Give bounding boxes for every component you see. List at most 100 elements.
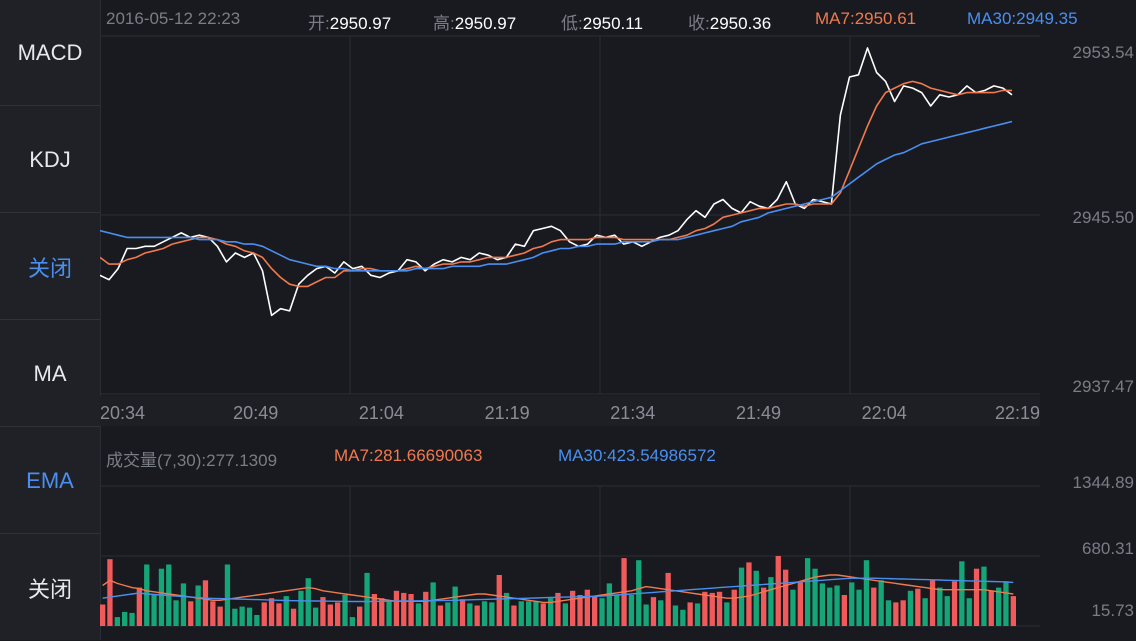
y-tick-label: 2937.47 (1073, 377, 1134, 396)
volume-bar (217, 606, 223, 626)
volume-bar (393, 590, 400, 626)
volume-bar (973, 568, 980, 626)
sidebar-item-macd[interactable]: MACD (0, 0, 100, 106)
x-tick-label: 21:04 (359, 403, 404, 423)
volume-ma30-line (102, 577, 1014, 603)
volume-bar (966, 598, 972, 626)
volume-bar (379, 598, 385, 626)
volume-bar (915, 588, 921, 626)
volume-bar (459, 599, 466, 626)
volume-bar (526, 601, 532, 626)
volume-bar (1010, 596, 1016, 626)
volume-bar (731, 589, 737, 626)
volume-label: 成交量(7,30):277.1309 (106, 451, 278, 470)
volume-bar (709, 592, 715, 626)
x-tick-label: 20:34 (100, 403, 145, 423)
sidebar-item-close-main[interactable]: 关闭 (0, 535, 100, 641)
volume-bar (878, 580, 884, 626)
volume-bar (841, 595, 847, 626)
sidebar-item-ema[interactable]: EMA (0, 428, 100, 534)
volume-bar (570, 590, 576, 626)
y-tick-label: 2945.50 (1073, 208, 1134, 227)
price-chart[interactable]: 2953.54 2945.50 2937.47 20:34 20:49 21:04 21:1… (100, 0, 1136, 430)
sidebar-item-close-sub[interactable]: 关闭 (0, 214, 100, 320)
volume-bar (562, 603, 568, 626)
volume-bar (716, 591, 723, 626)
volume-bar (761, 587, 767, 626)
volume-bar (907, 590, 914, 626)
volume-bar (224, 564, 231, 626)
low-value: 低:2950.11 (561, 14, 643, 33)
volume-bar (342, 595, 348, 626)
y-tick-label: 680.31 (1082, 539, 1134, 558)
volume-chart[interactable]: 1344.89 680.31 15.73 (100, 430, 1136, 640)
volume-bar (687, 602, 693, 626)
volume-bar (863, 560, 870, 626)
volume-bar (430, 582, 436, 626)
volume-bar (849, 582, 855, 626)
volume-bar (474, 605, 480, 626)
volume-bar (335, 602, 341, 626)
volume-bar (511, 605, 517, 626)
volume-ma30-value: MA30:423.54986572 (558, 446, 716, 465)
volume-bar (628, 595, 635, 626)
volume-bar (437, 605, 444, 626)
volume-bar (577, 595, 583, 626)
volume-bar (1003, 581, 1009, 626)
series-line-ma7 (100, 80, 1012, 288)
volume-bar (122, 611, 128, 626)
volume-bar (614, 595, 620, 626)
volume-bar (937, 587, 943, 626)
volume-bar (768, 577, 774, 626)
volume-bar (672, 605, 679, 626)
volume-bar (452, 586, 458, 626)
volume-bar (401, 592, 407, 626)
volume-bar (320, 597, 326, 626)
y-tick-label: 2953.54 (1073, 43, 1134, 62)
volume-bar (188, 601, 194, 626)
volume-bar (489, 602, 495, 626)
volume-bar (364, 572, 370, 626)
volume-bar (232, 608, 238, 626)
volume-bar (592, 596, 598, 626)
volume-bar (533, 601, 539, 626)
volume-bar (107, 559, 113, 626)
volume-bar (988, 590, 994, 626)
y-tick-label: 15.73 (1091, 601, 1134, 620)
volume-bar (503, 592, 510, 626)
datetime-label: 2016-05-12 22:23 (106, 9, 241, 28)
y-tick-label: 1344.89 (1073, 473, 1134, 492)
volume-bar (665, 572, 671, 626)
volume-bar (283, 596, 289, 626)
volume-bar (180, 583, 187, 626)
volume-bar (254, 615, 260, 626)
volume-bar (694, 603, 701, 626)
x-tick-label: 22:04 (862, 403, 907, 423)
open-value: 开:2950.97 (308, 14, 392, 33)
volume-bar (386, 600, 392, 626)
volume-bar (650, 597, 657, 626)
high-value: 高:2950.97 (433, 14, 517, 33)
volume-bar (643, 604, 649, 626)
x-tick-label: 21:19 (485, 403, 530, 423)
volume-bar (599, 598, 605, 626)
volume-bar (871, 587, 877, 626)
volume-bar (239, 606, 245, 626)
volume-bar (805, 558, 811, 626)
volume-bar (834, 585, 840, 626)
sidebar-item-ma[interactable]: MA (0, 321, 100, 427)
volume-bar (445, 602, 451, 626)
volume-bar (268, 598, 275, 626)
chart-area: 2016-05-12 22:23 开:2950.97 高:2950.97 低:2… (100, 0, 1136, 640)
volume-bar (349, 617, 355, 626)
volume-bar (481, 601, 488, 626)
volume-bar (540, 603, 546, 626)
ma30-value: MA30:2949.35 (967, 9, 1078, 28)
volume-bar (327, 604, 333, 626)
volume-bar (746, 562, 752, 626)
sidebar-item-kdj[interactable]: KDJ (0, 107, 100, 213)
volume-bar (812, 568, 818, 626)
volume-bar (900, 600, 906, 626)
volume-bar (658, 600, 664, 626)
volume-bar (313, 607, 319, 626)
